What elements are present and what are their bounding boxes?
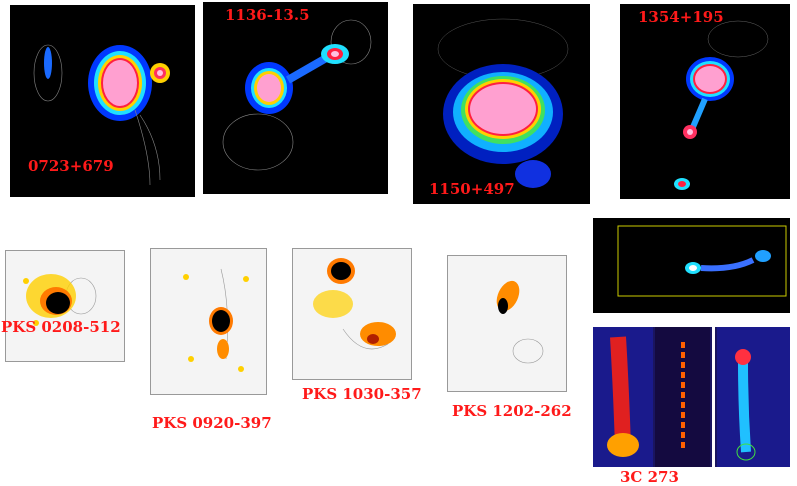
- source-label-pks-1030-357: PKS 1030-357: [302, 385, 422, 403]
- jet-image-1150-497: [413, 4, 590, 204]
- panel-1150-497: 1150+497: [413, 4, 590, 204]
- jet-image-pks-0920-397: [183, 268, 249, 372]
- panel-3c-273-composite: [593, 327, 790, 467]
- jet-image-0723-679: [10, 5, 195, 197]
- jet-image-3c-273-composite: [593, 327, 790, 467]
- jet-image-pks-0208-512: [23, 274, 97, 326]
- panel-1354-195: 1354+195: [620, 4, 790, 199]
- jet-image-pks-1202-262: [496, 280, 544, 364]
- source-label: 0723+679: [28, 157, 114, 175]
- source-label: 1354+195: [638, 8, 724, 26]
- source-label: 1150+497: [429, 180, 515, 198]
- panel-pks-1030-357: [292, 248, 412, 380]
- source-label: 1136-13.5: [225, 6, 310, 24]
- source-label-pks-0920-397: PKS 0920-397: [152, 414, 272, 432]
- panel-pks-0208-512: [5, 250, 125, 362]
- jet-image-1136-135: [203, 2, 388, 194]
- panel-3c-273-radio: [593, 218, 790, 313]
- source-label-3c-273: 3C 273: [620, 468, 679, 486]
- jet-image-pks-1030-357: [313, 258, 396, 350]
- panel-0723-679: 0723+679: [10, 5, 195, 197]
- source-label-pks-1202-262: PKS 1202-262: [452, 402, 572, 420]
- panel-pks-0920-397: [150, 248, 267, 395]
- jet-image-1354-195: [620, 4, 790, 199]
- panel-1136-135: 1136-13.5: [203, 2, 388, 194]
- panel-pks-1202-262: [447, 255, 567, 392]
- source-label-pks-0208-512: PKS 0208-512: [1, 318, 121, 336]
- jet-image-3c-273-radio: [593, 218, 790, 313]
